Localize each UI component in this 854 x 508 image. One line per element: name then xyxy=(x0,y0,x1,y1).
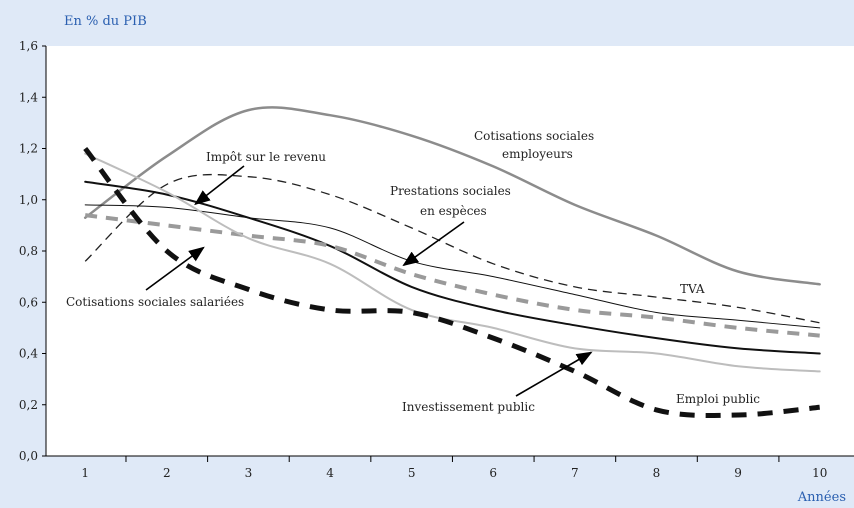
x-tick-label: 5 xyxy=(408,466,416,480)
label-emploi-public: Emploi public xyxy=(676,392,760,406)
x-tick-label: 2 xyxy=(163,466,171,480)
y-tick-label: 1,6 xyxy=(19,39,38,53)
series-line-2 xyxy=(84,204,821,329)
arrow-prestations xyxy=(402,221,465,267)
arrow-impot-revenu xyxy=(194,165,245,206)
x-tick-label: 10 xyxy=(812,466,827,480)
x-tick-label: 7 xyxy=(571,466,579,480)
label-investissement-public: Investissement public xyxy=(402,400,535,414)
series-line-1 xyxy=(84,173,820,324)
series-line-6 xyxy=(83,146,820,418)
x-tick-label: 8 xyxy=(653,466,661,480)
x-tick-label: 4 xyxy=(326,466,334,480)
y-tick-label: 1,4 xyxy=(19,90,38,104)
label-cotisations-employeurs-line2: employeurs xyxy=(502,147,573,161)
y-tick-label: 0,6 xyxy=(19,295,38,309)
plot-background xyxy=(46,46,854,456)
y-tick-label: 0,0 xyxy=(19,449,38,463)
arrow-investissement-public xyxy=(515,351,593,397)
label-cotisations-employeurs-line1: Cotisations sociales xyxy=(474,129,594,143)
x-tick-label: 1 xyxy=(81,466,89,480)
arrow-cotisations-salariees xyxy=(145,246,205,291)
series-layer xyxy=(83,106,821,418)
label-impot-revenu: Impôt sur le revenu xyxy=(206,150,326,164)
x-tick-label: 9 xyxy=(734,466,742,480)
series-line-5 xyxy=(84,152,821,373)
y-tick-label: 1,0 xyxy=(19,193,38,207)
x-unit-label: Années xyxy=(797,490,846,505)
x-tick-label: 6 xyxy=(489,466,497,480)
y-tick-label: 1,2 xyxy=(19,142,38,156)
label-tva: TVA xyxy=(680,282,705,296)
annotation-arrows xyxy=(145,165,593,397)
series-line-0 xyxy=(83,106,821,286)
y-tick-label: 0,2 xyxy=(19,398,38,412)
label-prestations-line1: Prestations sociales xyxy=(390,184,511,198)
y-unit-label: En % du PIB xyxy=(64,14,147,29)
x-tick-label: 3 xyxy=(245,466,253,480)
series-line-3 xyxy=(84,180,821,355)
label-cotisations-salariees: Cotisations sociales salariées xyxy=(66,295,244,309)
y-tick-label: 0,8 xyxy=(19,244,38,258)
y-tick-label: 0,4 xyxy=(19,347,38,361)
label-prestations-line2: en espèces xyxy=(420,204,487,218)
axes: 0,0 0,2 0,4 0,6 0,8 1,0 1,2 1,4 1,6 1 2 3 4 5 6 7 8 9 10 xyxy=(19,39,854,480)
